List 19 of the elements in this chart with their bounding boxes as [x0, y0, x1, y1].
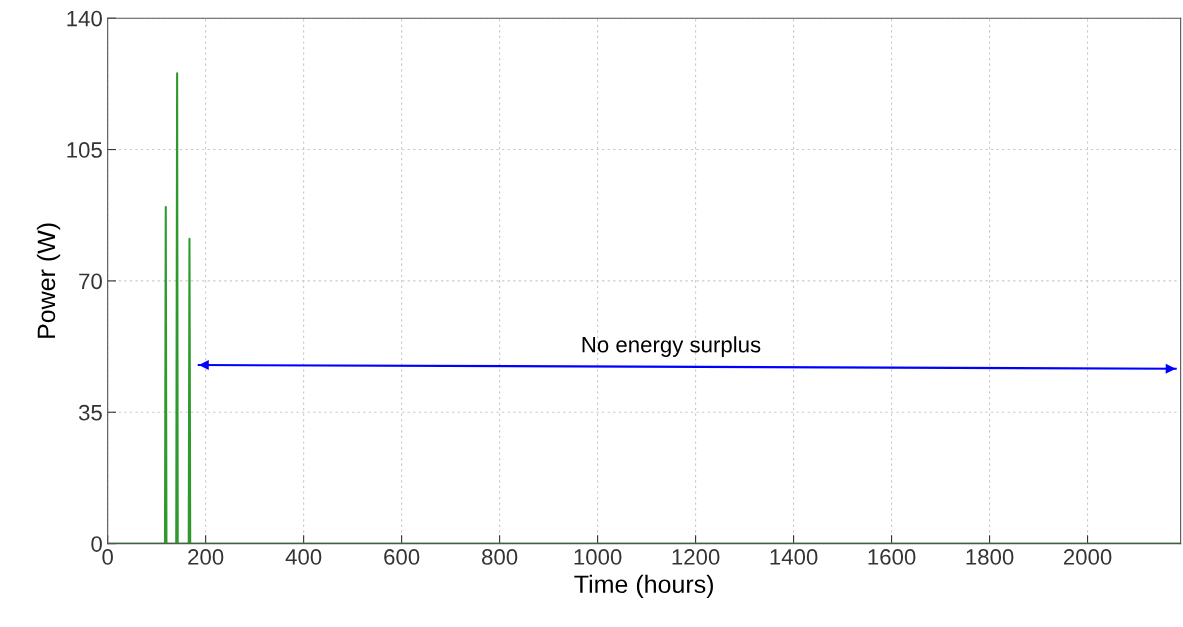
x-tick-label: 1000: [574, 549, 622, 565]
x-tick-label: 200: [188, 549, 224, 565]
y-tick-label: 70: [79, 273, 102, 290]
y-axis-title: Power (W): [36, 223, 61, 338]
x-tick-label: 600: [384, 549, 420, 565]
y-tick-label: 35: [78, 404, 102, 421]
x-tick-label: 2000: [1063, 549, 1112, 565]
x-tick-label: 400: [285, 549, 322, 565]
y-tick-label: 140: [67, 10, 102, 27]
x-tick-label: 1600: [868, 549, 916, 565]
annotation: No energy surplus: [582, 336, 761, 357]
x-tick-label: 1400: [770, 549, 818, 565]
x-tick-label: 0: [102, 549, 113, 565]
y-tick-label: 0: [91, 536, 102, 552]
x-tick-label: 1800: [966, 549, 1014, 565]
x-tick-label: 800: [482, 549, 518, 565]
y-tick-label: 105: [67, 142, 102, 158]
x-axis-title: Time (hours): [574, 574, 713, 599]
x-tick-label: 1200: [672, 549, 720, 565]
